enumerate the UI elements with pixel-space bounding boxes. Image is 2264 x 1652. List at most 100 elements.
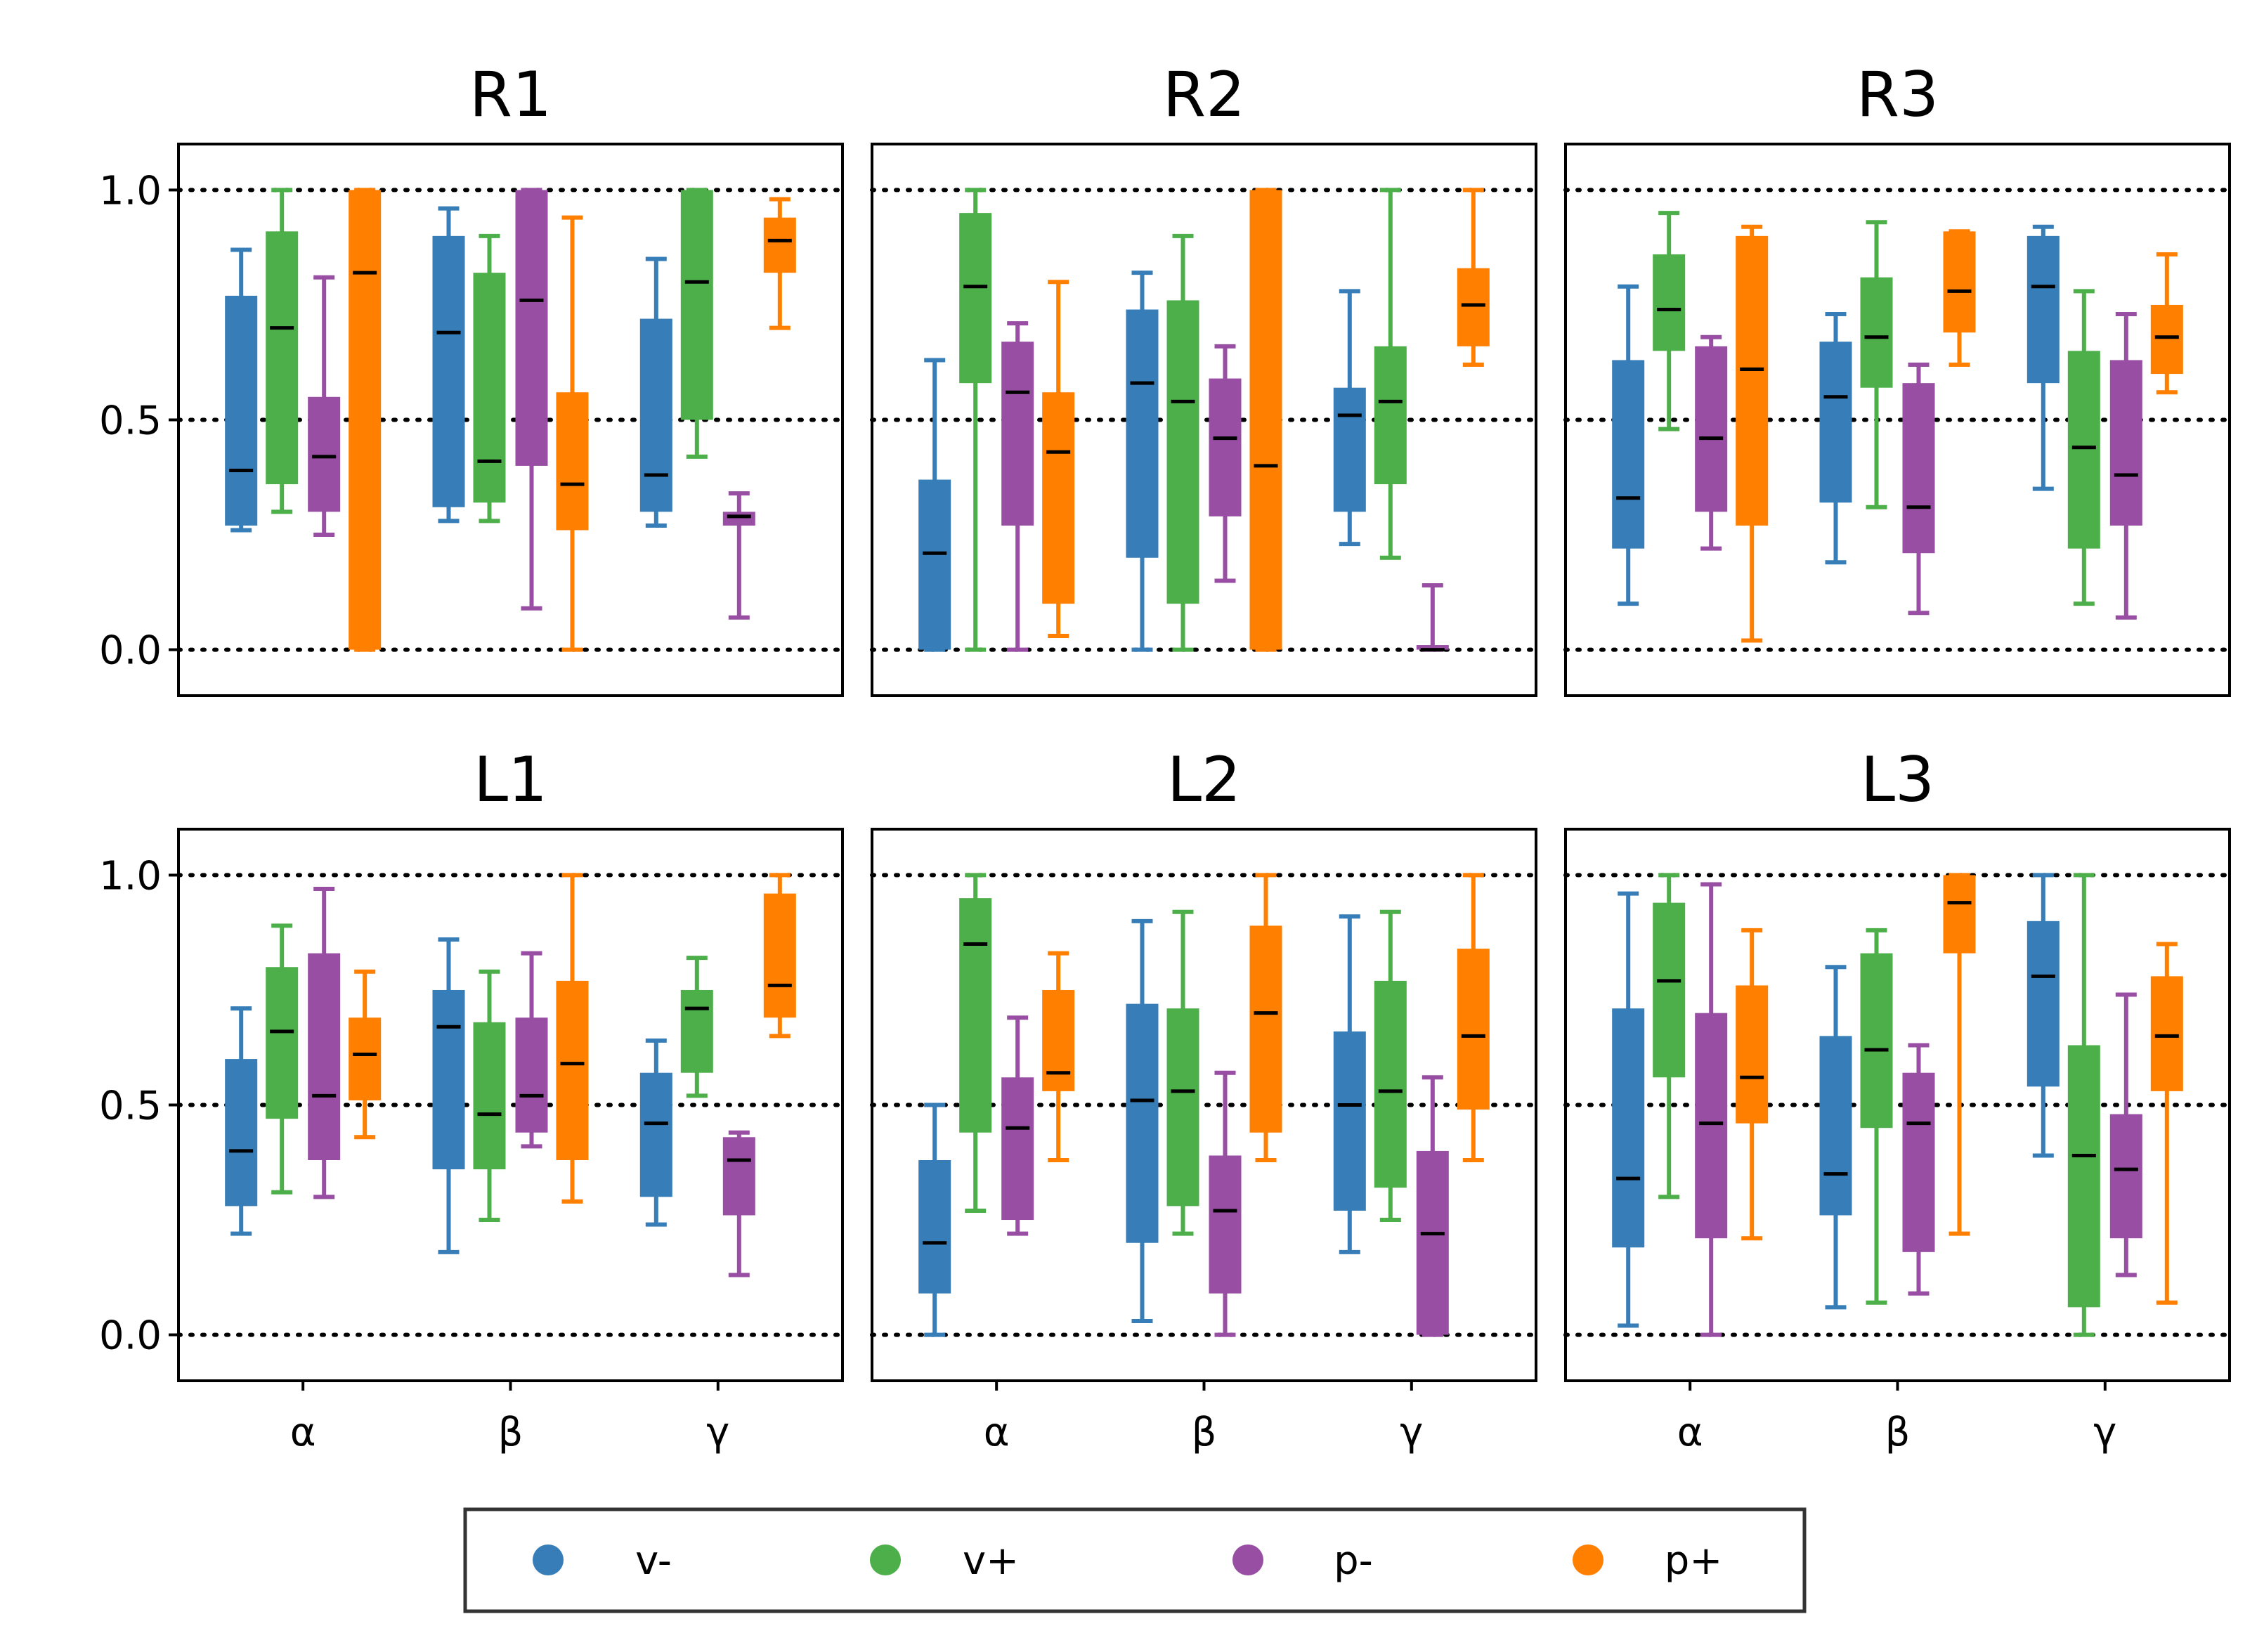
- box-body: [1166, 1008, 1199, 1207]
- y-tick-label: 0.5: [99, 1084, 162, 1129]
- box-v+-α: [959, 188, 992, 652]
- box-v+-α: [266, 923, 299, 1195]
- box-body: [1001, 342, 1034, 526]
- box-body: [1653, 902, 1686, 1078]
- box-v+-α: [959, 873, 992, 1213]
- box-body: [2067, 351, 2100, 549]
- subplot-R1: R1 0.0 0.5 1.0: [99, 58, 845, 697]
- box-body: [432, 235, 465, 507]
- subplot-title: R2: [1163, 58, 1245, 131]
- subplot-R2: R2: [870, 58, 1538, 697]
- box-body: [2026, 235, 2060, 384]
- box-p+-α: [1736, 224, 1769, 643]
- box-body: [308, 396, 341, 512]
- box-v+-γ: [680, 956, 713, 1098]
- box-body: [722, 512, 755, 526]
- subplot-title: L3: [1861, 743, 1934, 816]
- x-tick-label: α: [1677, 1410, 1703, 1455]
- box-body: [1209, 378, 1242, 516]
- legend-marker: [1232, 1544, 1263, 1575]
- box-v--α: [918, 358, 951, 652]
- legend: v-v+ p-p+: [463, 1507, 1807, 1613]
- box-body: [2150, 976, 2183, 1091]
- x-tick-label: γ: [706, 1410, 729, 1455]
- subplot-title: R1: [469, 58, 552, 131]
- subplot-L1: L1 0.0 0.5 1.0 α β γ: [99, 743, 845, 1455]
- box-p+-β: [1249, 873, 1282, 1162]
- box-v--γ: [1333, 289, 1366, 547]
- box-body: [918, 479, 951, 650]
- box-body: [2067, 1045, 2100, 1308]
- box-v--γ: [2026, 873, 2060, 1158]
- legend-item-p-: p-: [1232, 1538, 1373, 1584]
- box-body: [1902, 1072, 1935, 1252]
- box-body: [1042, 392, 1075, 604]
- box-p+-β: [556, 873, 589, 1204]
- box-body: [266, 231, 299, 485]
- box-p+-β: [1249, 188, 1282, 652]
- box-v--α: [918, 1103, 951, 1337]
- box-body: [1653, 254, 1686, 351]
- box-body: [1902, 383, 1935, 554]
- box-v--β: [432, 937, 465, 1254]
- box-body: [918, 1160, 951, 1294]
- x-tick-label: β: [498, 1410, 523, 1455]
- box-body: [1416, 1150, 1449, 1335]
- box-v--γ: [639, 1038, 672, 1227]
- box-body: [1333, 387, 1366, 512]
- y-tick-label: 0.0: [99, 628, 162, 674]
- box-body: [556, 392, 589, 531]
- x-tick-label: β: [1885, 1410, 1911, 1455]
- box-body: [1736, 235, 1769, 526]
- box-body: [515, 1017, 548, 1133]
- box-v--β: [1819, 965, 1852, 1310]
- legend-item-p+: p+: [1573, 1538, 1722, 1584]
- x-tick-label: α: [984, 1410, 1010, 1455]
- box-body: [1374, 980, 1407, 1188]
- box-p--β: [1902, 1043, 1935, 1296]
- y-tick-label: 0.5: [99, 398, 162, 444]
- box-v+-β: [1166, 233, 1199, 652]
- legend-label: v-: [635, 1538, 672, 1584]
- box-body: [1695, 1013, 1728, 1239]
- box-body: [473, 273, 506, 503]
- subplot-title: L1: [474, 743, 547, 816]
- box-p+-β: [556, 215, 589, 652]
- box-v--α: [225, 247, 258, 533]
- box-v--α: [1612, 891, 1645, 1328]
- box-p+-α: [349, 188, 382, 652]
- box-p--γ: [2109, 992, 2142, 1277]
- box-body: [2109, 360, 2142, 526]
- box-p--α: [1001, 321, 1034, 652]
- box-p--α: [308, 275, 341, 538]
- box-body: [1457, 268, 1490, 346]
- box-body: [722, 1137, 755, 1216]
- box-v+-β: [1860, 220, 1893, 509]
- box-body: [473, 1022, 506, 1170]
- box-p--β: [515, 951, 548, 1149]
- box-body: [1333, 1031, 1366, 1211]
- legend-label: v+: [963, 1538, 1019, 1584]
- box-p--α: [1695, 882, 1728, 1337]
- box-p--β: [515, 188, 548, 611]
- box-body: [1860, 277, 1893, 388]
- box-p--β: [1209, 344, 1242, 583]
- box-body: [1612, 1008, 1645, 1248]
- box-body: [432, 989, 465, 1170]
- box-body: [1042, 989, 1075, 1091]
- box-body: [1819, 1036, 1852, 1216]
- box-v--α: [225, 1006, 258, 1236]
- x-tick-label: γ: [1400, 1410, 1423, 1455]
- y-tick-label: 1.0: [99, 168, 162, 214]
- box-body: [639, 1072, 672, 1197]
- y-tick-label: 1.0: [99, 853, 162, 899]
- box-body: [1126, 309, 1159, 558]
- subplot-grid: R1 0.0 0.5 1.0 R2 R3 L1 0.0 0.5 1.0 α β γ L2 α β γ L3 α β γ: [99, 58, 2232, 1455]
- box-body: [2109, 1114, 2142, 1239]
- box-p+-γ: [763, 197, 796, 330]
- box-p--γ: [2109, 312, 2142, 620]
- box-v+-γ: [1374, 188, 1407, 560]
- box-p--γ: [1416, 583, 1449, 652]
- x-tick-label: β: [1192, 1410, 1217, 1455]
- box-body: [1249, 925, 1282, 1133]
